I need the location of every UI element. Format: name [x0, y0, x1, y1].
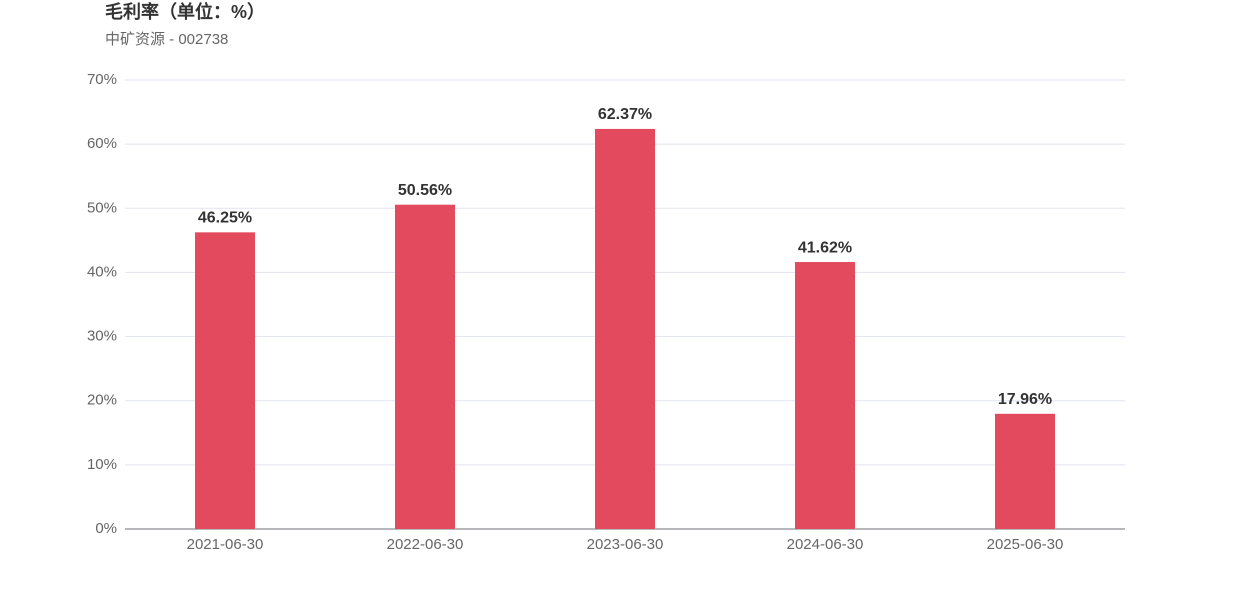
bar	[195, 232, 255, 529]
x-tick-label: 2021-06-30	[187, 536, 264, 553]
value-label: 50.56%	[398, 182, 452, 199]
y-tick-label: 50%	[87, 199, 117, 216]
y-tick-label: 30%	[87, 328, 117, 345]
x-tick-label: 2025-06-30	[987, 536, 1064, 553]
bar	[395, 204, 455, 529]
value-label: 46.25%	[198, 210, 252, 227]
bar	[595, 128, 655, 530]
x-tick-label: 2024-06-30	[787, 536, 864, 553]
value-label: 62.37%	[598, 106, 652, 123]
value-label: 41.62%	[798, 239, 852, 256]
chart-subtitle: 中矿资源 - 002738	[105, 31, 228, 48]
y-tick-label: 0%	[95, 520, 117, 537]
y-tick-label: 10%	[87, 456, 117, 473]
y-tick-label: 20%	[87, 392, 117, 409]
y-tick-label: 70%	[87, 71, 117, 88]
x-tick-label: 2023-06-30	[587, 536, 664, 553]
x-tick-label: 2022-06-30	[387, 536, 464, 553]
chart-title: 毛利率（单位：%）	[105, 1, 265, 22]
y-tick-label: 60%	[87, 135, 117, 152]
bar	[795, 262, 855, 529]
bar	[995, 413, 1055, 529]
y-tick-label: 40%	[87, 263, 117, 280]
value-label: 17.96%	[998, 391, 1052, 408]
